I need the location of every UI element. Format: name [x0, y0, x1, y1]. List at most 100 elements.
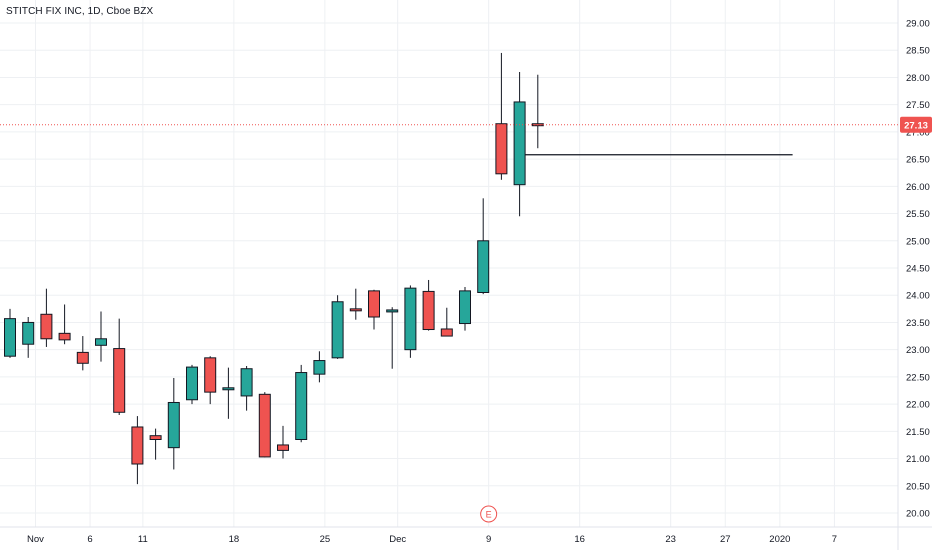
candle [40, 288, 53, 347]
candle-body-up [222, 387, 235, 391]
candle-body-up [4, 318, 16, 357]
x-tick-label: 11 [138, 534, 148, 545]
candle [368, 289, 380, 330]
candle [240, 366, 253, 411]
overlays: 27.13 E [0, 116, 932, 523]
candle-body-down [40, 313, 53, 340]
earnings-marker-label: E [486, 510, 492, 520]
y-tick-label: 21.00 [906, 454, 930, 465]
candle-body-down [149, 435, 162, 441]
candle [531, 74, 544, 149]
candle [113, 318, 126, 415]
candle [76, 336, 89, 371]
candle [386, 307, 399, 369]
y-tick-label: 23.00 [906, 345, 930, 356]
x-tick-label: 6 [87, 534, 92, 545]
candle [258, 392, 271, 458]
x-tick-label: Nov [27, 534, 44, 545]
candle-body-up [459, 290, 471, 325]
y-tick-label: 22.50 [906, 372, 930, 383]
candle [422, 279, 435, 331]
candle [131, 416, 144, 485]
earnings-marker[interactable]: E [480, 505, 498, 523]
y-tick-label: 26.50 [906, 155, 930, 166]
x-tick-label: 25 [320, 534, 331, 545]
candle [404, 285, 417, 358]
candle-body-down [422, 290, 435, 331]
candle [22, 317, 35, 358]
candle [440, 307, 453, 337]
y-tick-label: 23.50 [906, 318, 930, 329]
y-tick-label: 20.50 [906, 481, 930, 492]
candle [277, 425, 289, 459]
candle-body-up [404, 287, 417, 351]
x-tick-label: 9 [486, 534, 491, 545]
candle-body-down [58, 332, 71, 341]
x-tick-label: 23 [665, 534, 676, 545]
candle [204, 356, 217, 405]
candle [313, 351, 326, 383]
chart-title: STITCH FIX INC, 1D, Cboe BZX [6, 6, 154, 17]
x-tick-label: 7 [832, 534, 837, 545]
grid [0, 0, 898, 527]
y-tick-label: 24.00 [906, 291, 930, 302]
candle-body-down [113, 348, 126, 413]
candle-body-up [167, 401, 180, 449]
earnings-marker-circle[interactable] [480, 505, 498, 523]
candle [349, 288, 362, 320]
y-tick-label: 21.50 [906, 427, 930, 438]
y-tick-label: 22.00 [906, 400, 930, 411]
candle [58, 304, 71, 345]
candle [149, 428, 162, 460]
y-tick-label: 27.00 [906, 127, 930, 138]
current-price-label: 27.13 [904, 120, 928, 131]
candle [459, 287, 471, 331]
candle-body-down [277, 444, 289, 451]
y-tick-label: 28.50 [906, 46, 930, 57]
candle [331, 295, 344, 359]
candle-body-down [76, 351, 89, 364]
candle-body-down [368, 290, 380, 318]
candle [513, 72, 526, 217]
y-tick-label: 27.50 [906, 100, 930, 111]
candles [4, 52, 544, 485]
y-tick-label: 26.00 [906, 182, 930, 193]
x-tick-label: 16 [574, 534, 585, 545]
current-price-badge [900, 116, 932, 133]
candle-body-down [495, 123, 508, 175]
candle-body-up [386, 309, 399, 313]
candle [295, 364, 308, 443]
candle [186, 364, 198, 405]
x-tick-label: 18 [229, 534, 240, 545]
candle-body-down [440, 328, 453, 337]
candle-body-up [331, 301, 344, 359]
candle-body-down [349, 308, 362, 312]
candle-body-down [131, 426, 144, 465]
candle-body-down [258, 393, 271, 458]
candle [4, 308, 16, 358]
candle-body-up [313, 360, 326, 375]
candle-body-up [477, 240, 490, 293]
y-tick-label: 24.50 [906, 264, 930, 275]
y-tick-label: 28.00 [906, 73, 930, 84]
x-tick-label: 2020 [769, 534, 790, 545]
y-tick-label: 25.50 [906, 209, 930, 220]
candle-body-up [513, 101, 526, 186]
candle [95, 311, 107, 362]
candle-body-up [186, 366, 198, 401]
candle [477, 198, 490, 295]
candle-body-up [22, 321, 35, 345]
x-tick-label: Dec [389, 534, 406, 545]
candle [167, 377, 180, 470]
candle [222, 367, 235, 419]
candle [495, 52, 508, 180]
candle-body-up [95, 338, 107, 346]
candle-body-up [240, 368, 253, 397]
y-tick-label: 20.00 [906, 509, 930, 520]
y-tick-label: 25.00 [906, 236, 930, 247]
y-tick-label: 29.00 [906, 19, 930, 30]
candle-body-up [295, 372, 308, 440]
